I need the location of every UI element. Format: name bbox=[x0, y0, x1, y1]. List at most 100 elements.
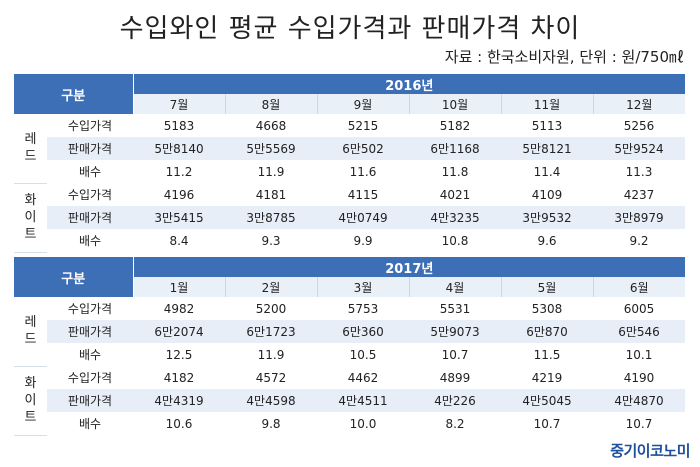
header-row: 구분 2017년 bbox=[14, 257, 686, 297]
row-label: 배수 bbox=[47, 229, 134, 252]
value-cell: 9.3 bbox=[225, 229, 318, 252]
value-cell: 10.8 bbox=[409, 229, 502, 252]
value-cell: 10.1 bbox=[593, 343, 686, 366]
value-cell: 4115 bbox=[317, 183, 410, 206]
value-cell: 4181 bbox=[225, 183, 318, 206]
value-cell: 4182 bbox=[133, 366, 226, 389]
value-cell: 6만1168 bbox=[409, 137, 502, 160]
value-cell: 5531 bbox=[409, 297, 502, 320]
value-cell: 4만4319 bbox=[133, 389, 226, 412]
value-cell: 4237 bbox=[593, 183, 686, 206]
month-header: 1월 bbox=[132, 277, 226, 297]
group-label-char: 레 bbox=[24, 132, 37, 148]
row-label: 판매가격 bbox=[47, 320, 134, 343]
source-note: 자료 : 한국소비자원, 단위 : 원/750㎖ bbox=[444, 48, 684, 66]
value-cell: 6만360 bbox=[317, 320, 410, 343]
header-label: 구분 bbox=[14, 257, 134, 297]
value-cell: 4109 bbox=[501, 183, 594, 206]
month-header: 3월 bbox=[316, 277, 410, 297]
value-cell: 5만9073 bbox=[409, 320, 502, 343]
value-cell: 4021 bbox=[409, 183, 502, 206]
row-label: 수입가격 bbox=[47, 183, 134, 206]
value-cell: 5만5569 bbox=[225, 137, 318, 160]
table-row: 판매가격 5만8140 5만5569 6만502 6만1168 5만8121 5만9524 bbox=[14, 137, 686, 160]
value-cell: 6만502 bbox=[317, 137, 410, 160]
value-cell: 10.0 bbox=[317, 412, 410, 435]
header-label: 구분 bbox=[14, 74, 134, 114]
value-cell: 6만2074 bbox=[133, 320, 226, 343]
month-header: 12월 bbox=[592, 94, 686, 114]
value-cell: 11.8 bbox=[409, 160, 502, 183]
value-cell: 3만5415 bbox=[133, 206, 226, 229]
row-label: 배수 bbox=[47, 412, 134, 435]
value-cell: 9.6 bbox=[501, 229, 594, 252]
value-cell: 11.3 bbox=[593, 160, 686, 183]
table-row: 판매가격 3만5415 3만8785 4만0749 4만3235 3만9532 3만8979 bbox=[14, 206, 686, 229]
value-cell: 4668 bbox=[225, 114, 318, 137]
value-cell: 4만4870 bbox=[593, 389, 686, 412]
value-cell: 4만226 bbox=[409, 389, 502, 412]
value-cell: 5182 bbox=[409, 114, 502, 137]
value-cell: 5308 bbox=[501, 297, 594, 320]
table-row: 배수 8.4 9.3 9.9 10.8 9.6 9.2 bbox=[14, 229, 686, 252]
table-2017: 구분 2017년 1월 2월 3월 4월 5월 6월 레 드 수입가격 4982 5200 5753 553… bbox=[14, 257, 686, 436]
value-cell: 5215 bbox=[317, 114, 410, 137]
month-header: 4월 bbox=[408, 277, 502, 297]
table-row: 배수 12.5 11.9 10.5 10.7 11.5 10.1 bbox=[14, 343, 686, 366]
value-cell: 10.7 bbox=[501, 412, 594, 435]
value-cell: 11.9 bbox=[225, 160, 318, 183]
value-cell: 5183 bbox=[133, 114, 226, 137]
table-row: 화 이 트 수입가격 4182 4572 4462 4899 4219 4190 bbox=[14, 366, 686, 436]
table-2016: 구분 2016년 7월 8월 9월 10월 11월 12월 레 드 수입가격 5183 4668 5215… bbox=[14, 74, 686, 253]
row-label: 수입가격 bbox=[47, 114, 134, 137]
value-cell: 4572 bbox=[225, 366, 318, 389]
group-label-char: 이 bbox=[24, 210, 37, 225]
value-cell: 4196 bbox=[133, 183, 226, 206]
value-cell: 5200 bbox=[225, 297, 318, 320]
page-title: 수입와인 평균 수입가격과 판매가격 차이 bbox=[119, 14, 581, 44]
row-label: 배수 bbox=[47, 343, 134, 366]
value-cell: 10.6 bbox=[133, 412, 226, 435]
value-cell: 6만546 bbox=[593, 320, 686, 343]
table-row: 레 드 수입가격 4982 5200 5753 5531 5308 6005 bbox=[14, 297, 686, 367]
value-cell: 6만1723 bbox=[225, 320, 318, 343]
value-cell: 10.7 bbox=[409, 343, 502, 366]
month-header: 8월 bbox=[224, 94, 318, 114]
value-cell: 10.7 bbox=[593, 412, 686, 435]
month-row: 1월 2월 3월 4월 5월 6월 bbox=[14, 277, 686, 297]
row-label: 판매가격 bbox=[47, 137, 134, 160]
group-label-char: 화 bbox=[24, 376, 37, 391]
value-cell: 10.5 bbox=[317, 343, 410, 366]
value-cell: 9.2 bbox=[593, 229, 686, 252]
value-cell: 4만4511 bbox=[317, 389, 410, 412]
value-cell: 11.9 bbox=[225, 343, 318, 366]
value-cell: 5113 bbox=[501, 114, 594, 137]
year-header: 2016년 bbox=[133, 74, 686, 94]
month-header: 2월 bbox=[224, 277, 318, 297]
table-row: 판매가격 6만2074 6만1723 6만360 5만9073 6만870 6만546 bbox=[14, 320, 686, 343]
table-row: 화 이 트 수입가격 4196 4181 4115 4021 4109 4237 bbox=[14, 183, 686, 253]
value-cell: 11.5 bbox=[501, 343, 594, 366]
month-row: 7월 8월 9월 10월 11월 12월 bbox=[14, 94, 686, 114]
value-cell: 4만4598 bbox=[225, 389, 318, 412]
value-cell: 5753 bbox=[317, 297, 410, 320]
value-cell: 4219 bbox=[501, 366, 594, 389]
value-cell: 5만8140 bbox=[133, 137, 226, 160]
value-cell: 8.4 bbox=[133, 229, 226, 252]
value-cell: 4462 bbox=[317, 366, 410, 389]
row-label: 수입가격 bbox=[47, 366, 134, 389]
group-label-char: 레 bbox=[24, 315, 37, 331]
value-cell: 5만8121 bbox=[501, 137, 594, 160]
value-cell: 6005 bbox=[593, 297, 686, 320]
table-row: 레 드 수입가격 5183 4668 5215 5182 5113 5256 bbox=[14, 114, 686, 184]
group-label-char: 트 bbox=[24, 227, 37, 242]
value-cell: 3만9532 bbox=[501, 206, 594, 229]
year-header: 2017년 bbox=[133, 257, 686, 277]
value-cell: 12.5 bbox=[133, 343, 226, 366]
value-cell: 11.6 bbox=[317, 160, 410, 183]
month-header: 9월 bbox=[316, 94, 410, 114]
table-row: 배수 11.2 11.9 11.6 11.8 11.4 11.3 bbox=[14, 160, 686, 183]
